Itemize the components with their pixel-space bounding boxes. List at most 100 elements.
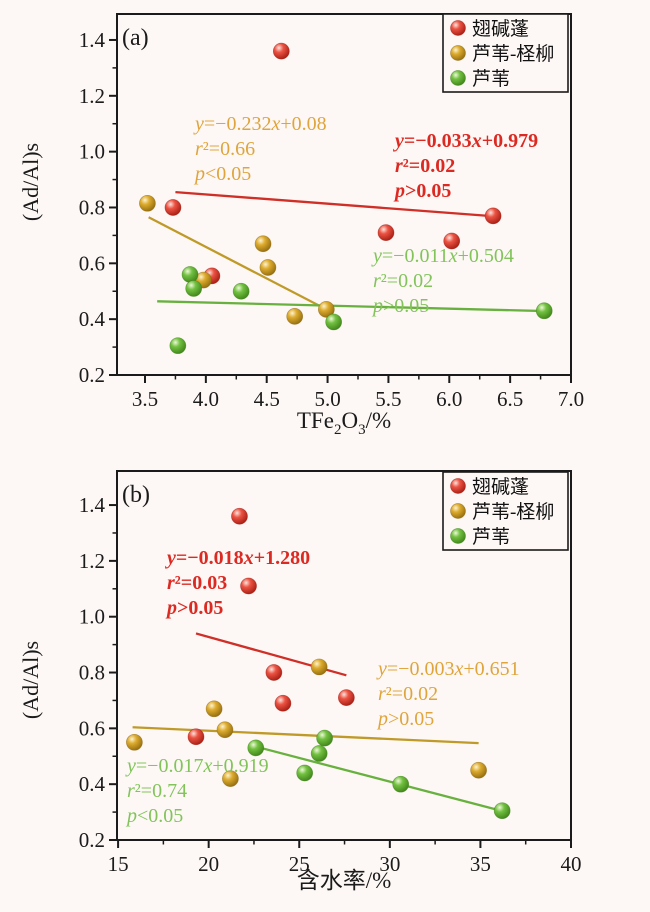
data-point-green	[181, 266, 199, 283]
x-tick-label: 4.0	[193, 387, 219, 411]
data-point-red	[164, 199, 182, 216]
legend-label: 翅碱蓬	[472, 476, 529, 498]
x-tick-label: 30	[379, 852, 400, 876]
legend-marker-red	[450, 478, 466, 494]
x-tick-label: 35	[470, 852, 491, 876]
x-tick-label: 40	[561, 852, 582, 876]
data-point-yellow	[310, 658, 328, 676]
x-tick-label: 6.0	[436, 387, 462, 411]
y-tick-label: 0.2	[79, 363, 105, 387]
x-tick-label: 6.5	[497, 387, 523, 411]
y-tick-label: 1.0	[79, 140, 105, 164]
data-point-red	[443, 232, 461, 250]
data-point-yellow	[222, 770, 239, 787]
y-axis-title: (Ad/Al)s	[18, 641, 43, 719]
legend-label: 芦苇-柽柳	[472, 501, 554, 523]
data-point-yellow	[216, 721, 234, 739]
legend-label: 芦苇	[472, 526, 510, 548]
y-tick-label: 1.4	[79, 493, 106, 517]
annotation-yellow: y=−0.003x+0.651	[376, 658, 520, 680]
data-point-red	[338, 689, 355, 706]
annotation-green: y=−0.017x+0.919	[125, 755, 269, 777]
y-tick-label: 0.8	[79, 195, 105, 219]
legend-marker-yellow	[450, 503, 466, 519]
annotation-green: y=−0.011x+0.504	[371, 245, 514, 267]
panel-label: (a)	[122, 25, 149, 51]
annotation-green: r²=0.74	[127, 780, 187, 802]
x-tick-label: 5.0	[314, 387, 340, 411]
trend-line-green	[157, 300, 545, 313]
data-point-yellow	[470, 761, 487, 779]
legend-marker-green	[450, 528, 466, 544]
y-tick-label: 0.2	[79, 828, 105, 852]
data-point-red	[484, 207, 502, 225]
y-tick-label: 1.2	[79, 549, 105, 573]
y-tick-label: 0.4	[79, 307, 106, 331]
data-point-yellow	[318, 301, 335, 318]
x-tick-label: 20	[198, 852, 219, 876]
data-point-green	[296, 764, 314, 782]
y-tick-label: 1.4	[79, 28, 106, 52]
x-tick-label: 4.5	[254, 387, 280, 411]
data-point-green	[232, 282, 250, 300]
data-point-red	[272, 42, 290, 60]
x-tick-label: 15	[108, 852, 129, 876]
y-tick-label: 0.8	[79, 661, 105, 685]
annotation-yellow: p<0.05	[193, 163, 251, 185]
data-point-yellow	[259, 259, 277, 276]
annotation-red: y=−0.033x+0.979	[393, 130, 538, 152]
x-axis-title: 含水率/%	[297, 868, 392, 893]
annotation-green: p<0.05	[125, 805, 183, 827]
data-point-green	[185, 280, 203, 297]
data-point-green	[325, 313, 343, 331]
trend-line-yellow	[132, 726, 479, 745]
y-tick-label: 0.6	[79, 716, 105, 740]
panel-b: 15 20 25 30 35 40 0.2 0.4 0.6 0.8 1.0 1.2 1.4 y=−0.01…	[0, 456, 650, 912]
data-point-red	[274, 694, 292, 712]
y-tick-label: 1.2	[79, 84, 105, 108]
panel-b-chart: 15 20 25 30 35 40 0.2 0.4 0.6 0.8 1.0 1.2 1.4 y=−0.01…	[18, 470, 582, 893]
legend-label: 芦苇	[472, 68, 510, 90]
x-tick-label: 5.5	[375, 387, 401, 411]
data-point-yellow	[126, 733, 143, 751]
trend-line-red	[175, 190, 492, 218]
legend-label: 芦苇-柽柳	[472, 43, 554, 65]
x-tick-label: 3.5	[132, 387, 158, 411]
y-tick-label: 1.0	[79, 605, 105, 629]
trend-line-yellow	[148, 216, 327, 311]
data-point-yellow	[286, 308, 304, 325]
data-point-green	[169, 337, 187, 355]
legend-marker-green	[450, 70, 466, 86]
y-axis-title: (Ad/Al)s	[18, 143, 43, 221]
annotation-green: p>0.05	[371, 295, 429, 317]
y-tick-label: 0.6	[79, 251, 105, 275]
annotation-yellow: p>0.05	[376, 708, 434, 730]
annotation-red: r²=0.02	[395, 155, 455, 177]
x-axis-title: TFe2O3/%	[297, 408, 391, 438]
annotation-yellow: r²=0.66	[195, 138, 255, 160]
data-point-red	[377, 224, 395, 241]
axes-box	[116, 13, 572, 376]
annotation-yellow: y=−0.232x+0.08	[193, 113, 327, 135]
annotation-red: p>0.05	[393, 180, 451, 202]
data-point-green	[247, 739, 265, 757]
data-point-green	[493, 802, 511, 820]
panel-a: 3.5 4.0 4.5 5.0 5.5 6.0 6.5 7.0 0.2 0.4 0.6 0.8 1.0 1…	[18, 13, 584, 438]
panel-label: (b)	[122, 482, 150, 508]
annotation-yellow: r²=0.02	[378, 683, 438, 705]
trend-line-green	[257, 745, 505, 813]
x-tick-label: 7.0	[558, 387, 584, 411]
data-point-red	[231, 507, 248, 525]
panel-a-chart: 3.5 4.0 4.5 5.0 5.5 6.0 6.5 7.0 0.2 0.4 0.6 0.8 1.0 1…	[18, 13, 584, 438]
data-point-yellow	[139, 194, 156, 212]
annotation-red: y=−0.018x+1.280	[165, 547, 310, 569]
x-tick-label: 25	[289, 852, 310, 876]
data-point-red	[265, 664, 283, 681]
data-point-green	[392, 775, 410, 793]
data-point-green	[535, 302, 553, 320]
legend-marker-yellow	[450, 45, 466, 61]
annotation-green: r²=0.02	[373, 270, 433, 292]
data-point-yellow	[205, 700, 223, 718]
